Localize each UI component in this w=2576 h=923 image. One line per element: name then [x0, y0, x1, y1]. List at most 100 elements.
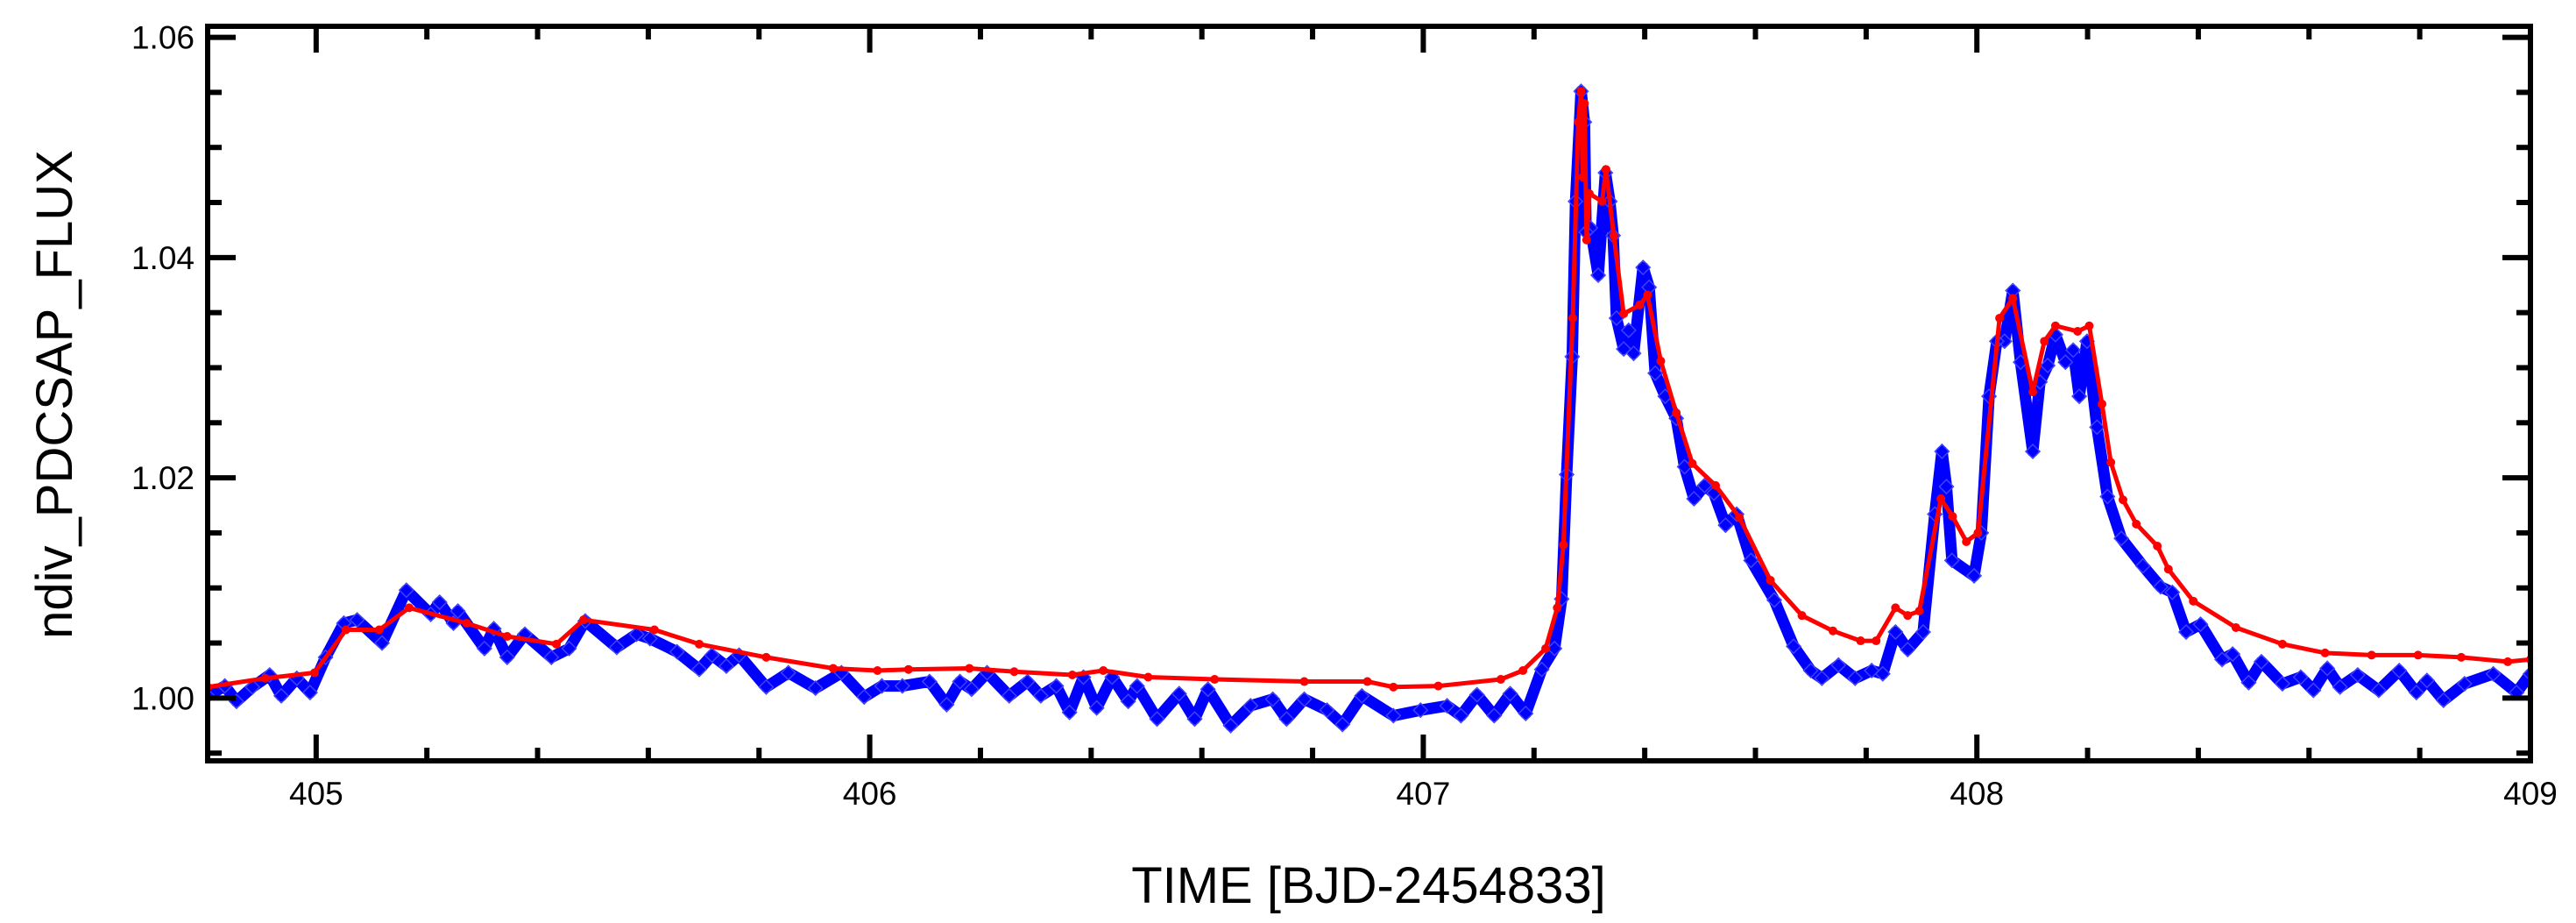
flux-point: [718, 657, 735, 675]
envelope-point: [2132, 519, 2141, 529]
envelope-point: [1672, 408, 1681, 417]
flux-point: [1502, 685, 1518, 702]
flux-point: [272, 687, 290, 704]
flux-point: [561, 640, 577, 657]
flux-point: [1625, 345, 1642, 362]
envelope-point: [309, 668, 319, 678]
x-tick-label: 407: [1397, 776, 1451, 812]
envelope-point: [462, 618, 471, 628]
flux-point: [1061, 704, 1078, 721]
envelope-point: [2231, 622, 2240, 632]
flux-point: [1486, 707, 1503, 724]
x-axis-label: TIME [BJD-2454833]: [1131, 857, 1606, 914]
flux-point: [2408, 685, 2424, 701]
series-layer: [208, 83, 2530, 734]
flux-point: [349, 612, 365, 628]
flux-point: [301, 685, 318, 701]
flux-point: [2152, 579, 2169, 595]
flux-point: [1264, 691, 1281, 707]
flux-point: [1965, 567, 1983, 584]
flux-point: [2024, 443, 2042, 460]
envelope-point: [1568, 313, 1577, 323]
flux-point: [1743, 552, 1759, 569]
envelope-point: [2320, 648, 2330, 657]
flux-point: [1453, 707, 1469, 724]
flux-point: [2253, 653, 2270, 670]
flux-point: [1032, 687, 1049, 704]
envelope-point: [1518, 665, 1528, 675]
flux-point: [1518, 705, 1534, 722]
envelope-point: [1553, 603, 1562, 613]
flux-point: [2134, 557, 2151, 574]
envelope-point: [1578, 173, 1588, 182]
flux-point: [1887, 623, 1904, 641]
envelope-point: [1891, 603, 1900, 613]
flux-point: [2040, 357, 2056, 374]
flux-point: [2071, 388, 2088, 405]
flux-point: [1546, 640, 1563, 657]
envelope-point: [1584, 188, 1594, 198]
flux-point: [641, 630, 658, 647]
envelope-point: [1580, 98, 1589, 108]
flux-point: [2292, 669, 2309, 685]
flux-point: [874, 678, 890, 694]
axes-layer: 405 406 407 408 409 1.00 1.02 1.04 1.06: [131, 20, 2558, 812]
envelope-point: [1643, 290, 1652, 300]
envelope-point: [828, 664, 838, 673]
envelope-point: [1948, 512, 1957, 522]
flux-point: [1385, 707, 1402, 724]
x-tick-label: 406: [843, 776, 897, 812]
envelope-point: [1210, 675, 1220, 685]
flux-point: [856, 689, 873, 706]
flux-point: [1830, 657, 1847, 673]
envelope-point: [1574, 117, 1583, 127]
flux-point: [2113, 530, 2130, 547]
flux-point: [398, 582, 414, 599]
flux-point: [2522, 665, 2530, 682]
flux-point: [1186, 711, 1203, 728]
envelope-point: [1099, 665, 1108, 675]
envelope-point: [2277, 639, 2287, 649]
envelope-point: [2119, 495, 2128, 505]
flux-point: [543, 649, 560, 665]
flux-point: [2057, 354, 2074, 371]
y-tick-label: 1.04: [131, 240, 195, 276]
flux-point: [2305, 682, 2322, 699]
flux-point: [2065, 342, 2082, 359]
flux-point: [1814, 670, 1830, 686]
flux-point: [1129, 678, 1145, 694]
flux-point: [1048, 678, 1065, 694]
flux-point: [1334, 716, 1351, 733]
envelope-point: [2008, 294, 2018, 303]
envelope-point: [2073, 327, 2083, 337]
flux-point: [1104, 669, 1121, 685]
flux-point: [1616, 341, 1632, 358]
flux-point: [1635, 259, 1652, 276]
flux-point: [2099, 488, 2116, 505]
flux-point: [1647, 365, 1664, 381]
flux-point: [261, 666, 278, 684]
flux-point: [431, 594, 448, 611]
y-tick-label: 1.02: [131, 460, 195, 496]
flux-point: [485, 621, 502, 637]
flux-point: [1728, 506, 1745, 522]
x-tick-label: 405: [289, 776, 343, 812]
flux-point: [2214, 651, 2231, 668]
envelope-point: [873, 665, 882, 675]
flux-point: [1802, 662, 1819, 679]
flux-point: [1938, 479, 1955, 495]
envelope-point: [1597, 196, 1607, 206]
flux-point: [1319, 702, 1335, 719]
envelope-point: [341, 625, 350, 635]
envelope-point: [965, 664, 974, 673]
flux-point: [1943, 552, 1960, 569]
flux-point: [1668, 410, 1685, 427]
flux-point: [1620, 322, 1637, 338]
y-tick-label: 1.06: [131, 20, 195, 56]
flux-point: [1686, 490, 1702, 508]
envelope-point: [260, 673, 270, 683]
envelope-point: [2153, 542, 2162, 551]
envelope-point: [1009, 667, 1019, 677]
envelope-point: [761, 652, 771, 662]
flux-point: [449, 603, 466, 620]
